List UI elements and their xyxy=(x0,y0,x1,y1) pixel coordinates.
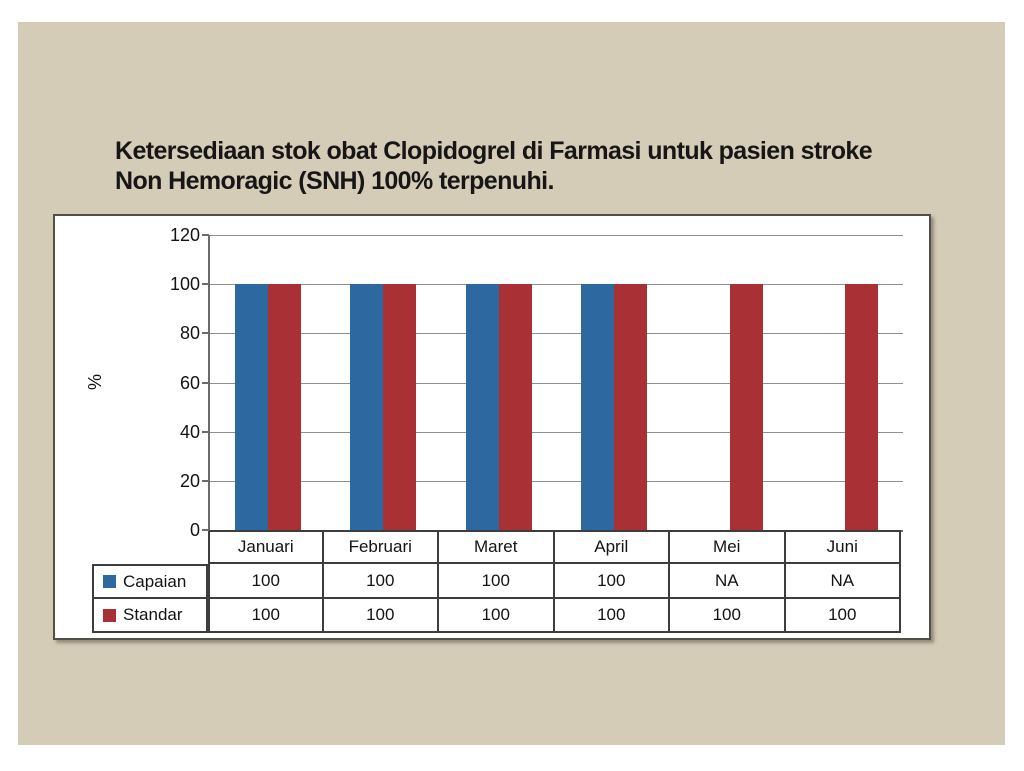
chart-inner: % Januari Februari Maret April Mei Juni Capaia… xyxy=(55,216,929,638)
table-value-standar-januari: 100 xyxy=(208,599,324,633)
y-tick-mark xyxy=(202,332,209,335)
chart-container: % Januari Februari Maret April Mei Juni Capaia… xyxy=(53,214,931,640)
slide-title-line2: Non Hemoragic (SNH) 100% terpenuhi. xyxy=(115,167,554,195)
gridline-40 xyxy=(210,431,903,433)
table-value-capaian-januari: 100 xyxy=(208,564,324,599)
table-value-capaian-maret: 100 xyxy=(439,564,555,599)
legend-label-capaian: Capaian xyxy=(123,571,187,591)
y-axis-title: % xyxy=(85,374,105,391)
bar-standar-mei xyxy=(729,284,763,530)
gridline-60 xyxy=(210,382,903,384)
legend-marker-capaian-icon xyxy=(103,575,116,588)
y-tick-label-60: 60 xyxy=(179,372,200,393)
table-header-februari: Februari xyxy=(323,530,439,564)
legend-label-standar: Standar xyxy=(123,605,183,624)
y-tick-label-120: 120 xyxy=(169,225,200,245)
y-tick-label-100: 100 xyxy=(169,274,200,295)
data-table: Januari Februari Maret April Mei Juni Capaian 1… xyxy=(92,530,901,633)
plot-area xyxy=(208,235,903,532)
y-tick-mark xyxy=(202,479,209,482)
table-value-capaian-juni: NA xyxy=(785,564,901,599)
slide-title: Ketersediaan stok obat Clopidogrel di Fa… xyxy=(115,136,975,196)
bar-standar-maret xyxy=(498,284,532,530)
table-value-standar-april: 100 xyxy=(554,599,670,633)
bar-standar-januari xyxy=(267,284,301,530)
legend-marker-standar-icon xyxy=(103,608,116,622)
bar-capaian-maret xyxy=(465,284,499,530)
table-header-mei: Mei xyxy=(670,530,786,564)
gridline-100 xyxy=(210,284,903,286)
table-value-standar-juni: 100 xyxy=(785,599,901,633)
table-value-standar-februari: 100 xyxy=(323,599,439,633)
y-tick-mark xyxy=(202,283,209,286)
legend-cell-standar: Standar xyxy=(92,599,208,633)
bar-standar-februari xyxy=(383,284,417,530)
bar-standar-juni xyxy=(845,284,879,530)
gridline-20 xyxy=(210,480,903,482)
table-header-juni: Juni xyxy=(785,530,901,564)
table-header-maret: Maret xyxy=(439,530,555,564)
legend-cell-capaian: Capaian xyxy=(92,564,208,599)
bar-capaian-januari xyxy=(234,284,268,530)
y-tick-mark xyxy=(202,381,209,384)
y-tick-mark xyxy=(202,234,209,236)
y-tick-label-80: 80 xyxy=(179,323,200,344)
y-tick-label-20: 20 xyxy=(179,470,200,491)
slide-title-line1: Ketersediaan stok obat Clopidogrel di Fa… xyxy=(115,137,873,165)
y-tick-label-40: 40 xyxy=(179,421,200,442)
y-tick-mark xyxy=(202,529,209,531)
bar-capaian-februari xyxy=(350,284,384,530)
table-value-capaian-mei: NA xyxy=(670,564,786,599)
table-header-januari: Januari xyxy=(208,530,324,564)
gridline-120 xyxy=(210,235,903,236)
table-header-april: April xyxy=(554,530,670,564)
bar-capaian-april xyxy=(581,284,615,530)
y-tick-mark xyxy=(202,430,209,433)
bar-standar-april xyxy=(614,284,648,530)
table-value-capaian-april: 100 xyxy=(554,564,670,599)
y-tick-label-0: 0 xyxy=(189,520,200,540)
table-value-capaian-februari: 100 xyxy=(323,564,439,599)
table-value-standar-maret: 100 xyxy=(439,599,555,633)
gridline-80 xyxy=(210,333,903,335)
table-value-standar-mei: 100 xyxy=(670,599,786,633)
